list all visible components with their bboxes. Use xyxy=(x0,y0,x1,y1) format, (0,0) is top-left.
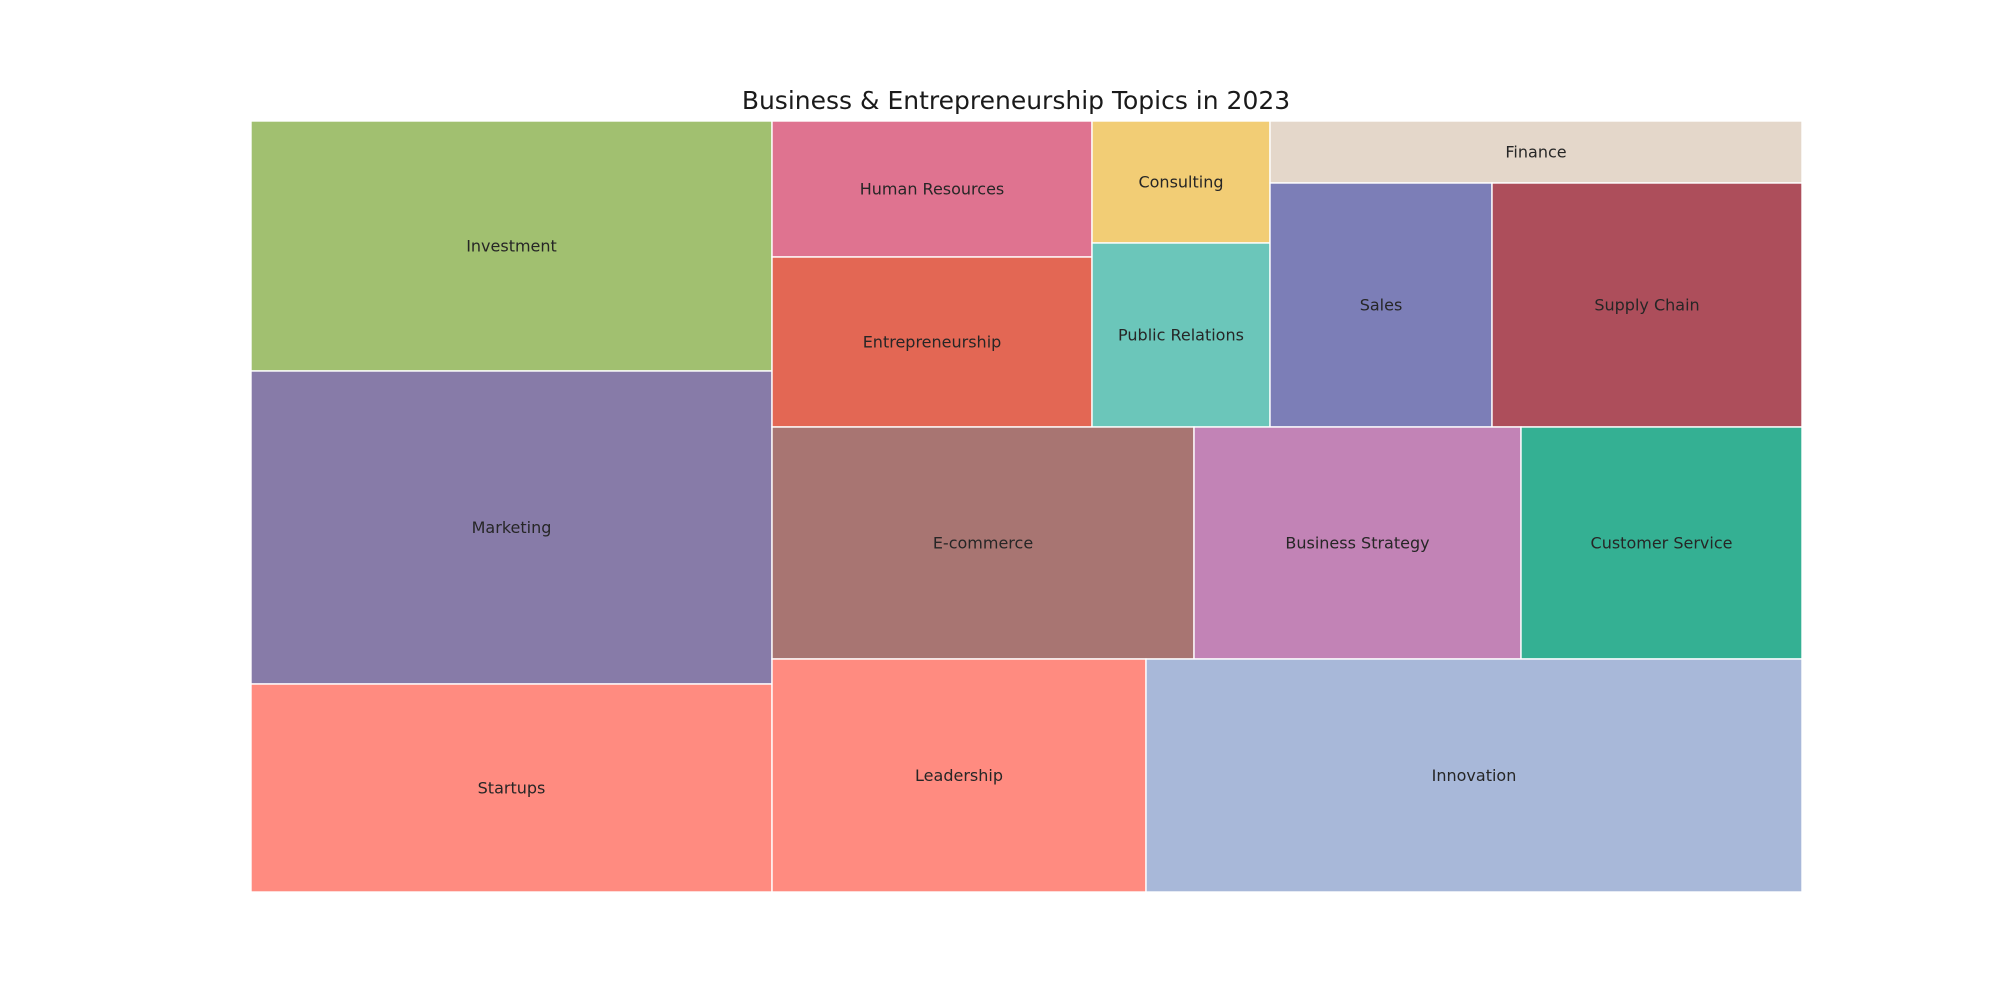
tile-label-finance: Finance xyxy=(1505,143,1566,162)
tile-label-startups: Startups xyxy=(478,779,546,798)
tile-innovation xyxy=(1145,658,1803,893)
chart-title: Business & Entrepreneurship Topics in 20… xyxy=(741,86,1291,115)
tile-label-entrepreneurship: Entrepreneurship xyxy=(863,333,1002,352)
tile-human-resources xyxy=(771,120,1093,258)
tile-sales xyxy=(1269,182,1493,428)
tile-label-customer-service: Customer Service xyxy=(1591,534,1733,553)
tile-startups xyxy=(250,683,773,893)
tile-investment xyxy=(250,120,773,372)
tile-label-investment: Investment xyxy=(466,237,557,256)
tile-leadership xyxy=(771,658,1147,893)
tile-customer-service xyxy=(1520,426,1803,660)
tile-label-consulting: Consulting xyxy=(1138,173,1223,192)
tile-label-public-relations: Public Relations xyxy=(1118,326,1244,345)
tile-label-human-resources: Human Resources xyxy=(860,180,1005,199)
tile-supply-chain xyxy=(1491,182,1803,428)
tile-business-strategy xyxy=(1193,426,1522,660)
tile-public-relations xyxy=(1091,242,1271,428)
tile-marketing xyxy=(250,370,773,685)
tile-label-leadership: Leadership xyxy=(915,766,1003,785)
tile-label-marketing: Marketing xyxy=(472,518,552,537)
tile-label-innovation: Innovation xyxy=(1432,766,1517,785)
tile-label-sales: Sales xyxy=(1360,296,1403,315)
tile-finance xyxy=(1269,120,1803,184)
tile-label-e-commerce: E-commerce xyxy=(933,534,1033,553)
tile-label-supply-chain: Supply Chain xyxy=(1594,296,1699,315)
tile-label-business-strategy: Business Strategy xyxy=(1285,534,1429,553)
